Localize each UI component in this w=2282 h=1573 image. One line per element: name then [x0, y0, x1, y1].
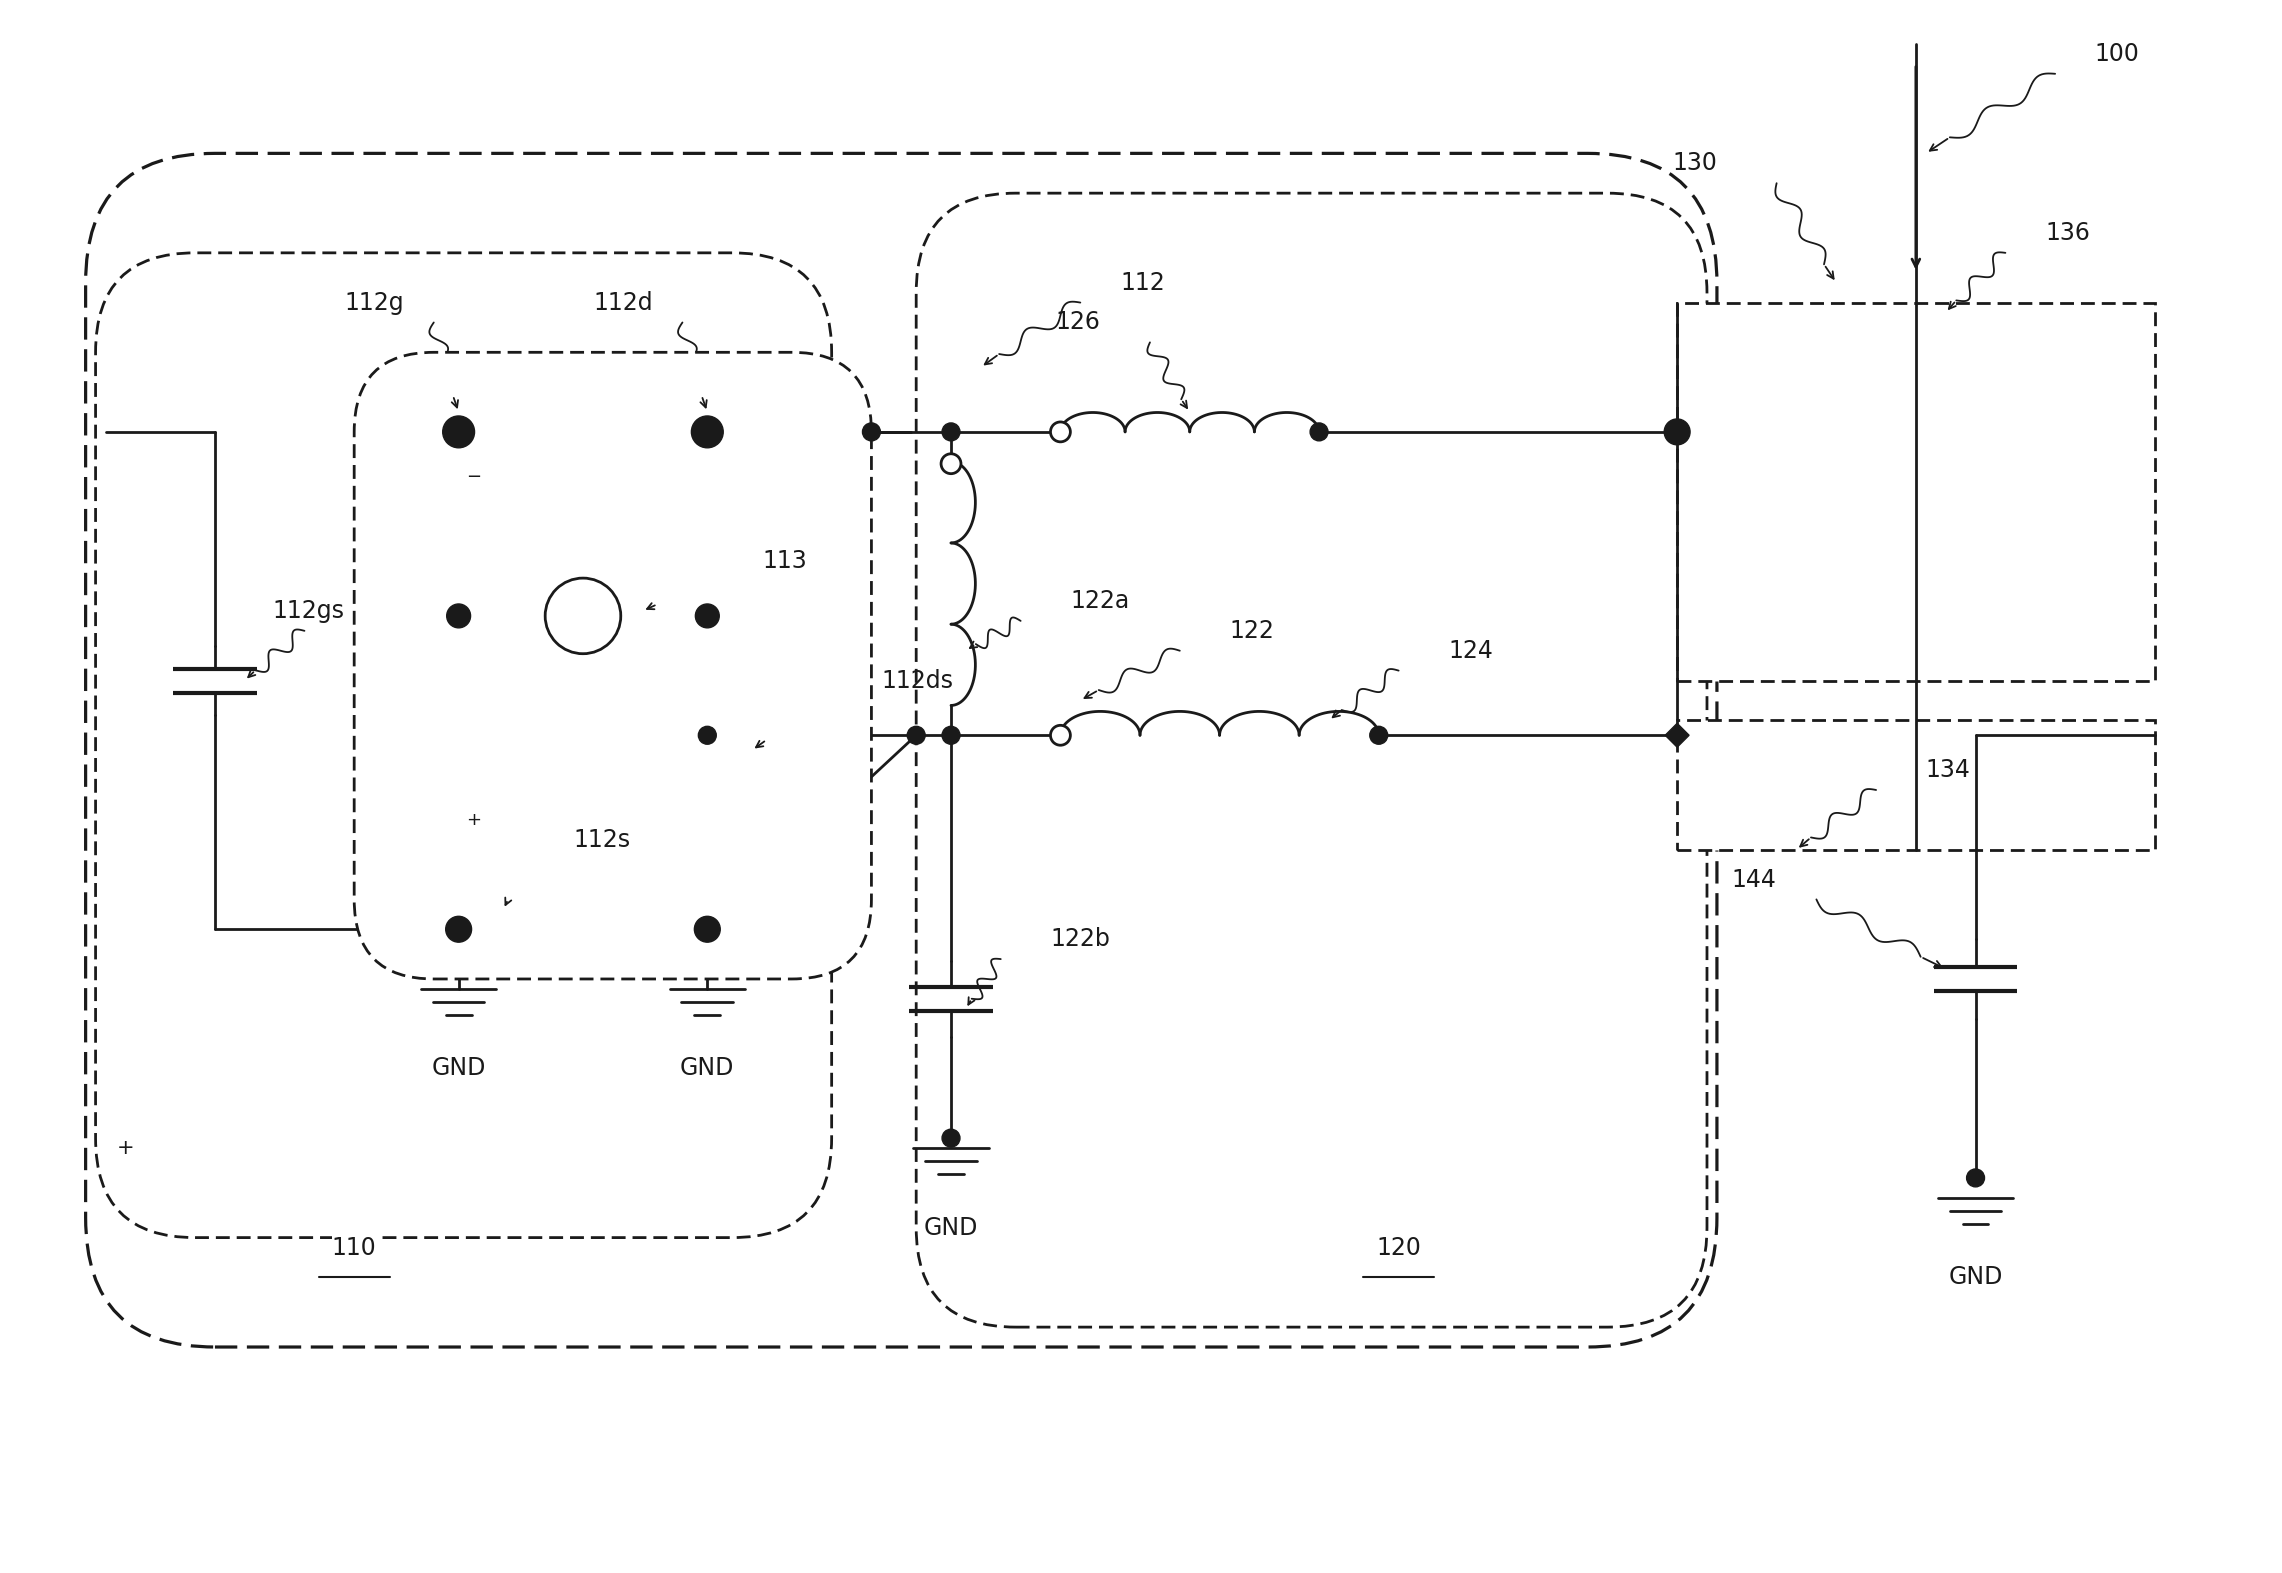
- Text: GND: GND: [431, 1057, 486, 1081]
- Text: 144: 144: [1732, 867, 1778, 892]
- Circle shape: [1050, 725, 1070, 746]
- FancyBboxPatch shape: [87, 154, 1716, 1346]
- Text: +: +: [116, 1139, 135, 1158]
- Circle shape: [1967, 1169, 1985, 1188]
- Text: 124: 124: [1449, 639, 1492, 662]
- Circle shape: [942, 727, 961, 744]
- Text: 100: 100: [2095, 42, 2141, 66]
- Circle shape: [445, 917, 472, 942]
- Text: +: +: [466, 810, 482, 829]
- Circle shape: [1664, 418, 1691, 445]
- Text: 110: 110: [331, 1235, 377, 1260]
- Text: 120: 120: [1376, 1235, 1422, 1260]
- Circle shape: [1369, 727, 1387, 744]
- Text: 113: 113: [762, 549, 808, 573]
- Text: 126: 126: [1054, 310, 1100, 335]
- Text: 112s: 112s: [573, 827, 630, 851]
- Text: 130: 130: [1673, 151, 1716, 175]
- FancyBboxPatch shape: [1677, 720, 2154, 849]
- Text: 112d: 112d: [593, 291, 653, 315]
- Text: 112ds: 112ds: [881, 669, 954, 692]
- Circle shape: [1050, 422, 1070, 442]
- Text: GND: GND: [924, 1216, 979, 1240]
- Circle shape: [691, 415, 723, 448]
- Circle shape: [942, 423, 961, 440]
- Circle shape: [908, 727, 924, 744]
- Text: 112gs: 112gs: [272, 599, 345, 623]
- FancyBboxPatch shape: [96, 253, 831, 1238]
- Circle shape: [696, 604, 719, 628]
- Text: 134: 134: [1926, 758, 1972, 782]
- Text: 122b: 122b: [1050, 926, 1111, 952]
- Text: 122: 122: [1230, 618, 1273, 643]
- Text: GND: GND: [1949, 1265, 2004, 1290]
- FancyBboxPatch shape: [915, 193, 1707, 1328]
- Circle shape: [940, 453, 961, 473]
- Circle shape: [863, 423, 881, 440]
- Text: 136: 136: [2045, 220, 2090, 245]
- Text: 112: 112: [1120, 271, 1164, 294]
- Circle shape: [545, 579, 621, 654]
- Circle shape: [1310, 423, 1328, 440]
- FancyBboxPatch shape: [1677, 302, 2154, 681]
- Text: 122a: 122a: [1070, 588, 1130, 613]
- Text: GND: GND: [680, 1057, 735, 1081]
- Circle shape: [447, 604, 470, 628]
- FancyBboxPatch shape: [354, 352, 872, 978]
- Circle shape: [698, 727, 717, 744]
- Text: −: −: [466, 467, 482, 486]
- Circle shape: [694, 917, 721, 942]
- Circle shape: [443, 415, 475, 448]
- Circle shape: [942, 1129, 961, 1147]
- Polygon shape: [1666, 724, 1689, 747]
- Text: 112g: 112g: [345, 291, 404, 315]
